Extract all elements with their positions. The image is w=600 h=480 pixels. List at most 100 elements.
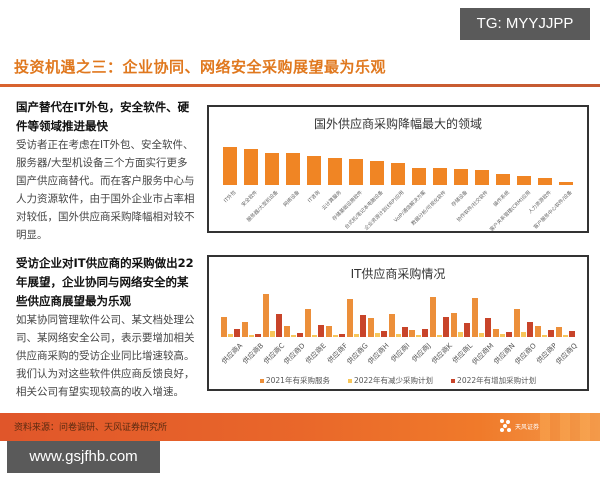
bar (521, 332, 527, 337)
bar (223, 147, 237, 185)
bar-group (262, 294, 282, 337)
bar (416, 335, 422, 337)
x-tick-label: 网络设备 (282, 189, 301, 209)
source-note: 资料来源：问卷调研、天风证券研究所 (14, 423, 168, 433)
x-axis-labels: 供应商A 供应商B 供应商C 供应商D 供应商E 供应商F 供应商G 供应商H 供应商I 供应商J… (220, 341, 580, 369)
legend-swatch-icon (259, 378, 264, 383)
x-tick-label: 供应商N (492, 341, 517, 366)
x-tick-label: 服务器/大型机设备 (246, 189, 280, 224)
x-tick-label: 供应商C (262, 341, 287, 366)
x-tick-label: 供应商L (451, 341, 475, 365)
bar (367, 318, 374, 337)
insight-heading-1: 国产替代在IT外包，安全软件、硬件等领域推进最快 (16, 100, 190, 133)
x-tick-label: IT外包 (223, 189, 238, 205)
x-tick-label: IT咨询 (307, 189, 322, 205)
bar (496, 174, 510, 185)
bar (370, 161, 384, 185)
x-tick-label: 供应商P (534, 341, 559, 366)
bar (527, 322, 534, 337)
bar (325, 326, 332, 337)
bar-group (451, 313, 471, 337)
x-tick-label: 供应商I (389, 341, 412, 364)
bar (493, 329, 500, 337)
x-tick-label: 供应商K (429, 341, 454, 366)
bar (506, 332, 513, 337)
bar (269, 331, 275, 337)
x-tick-label: 供应商B (241, 341, 266, 366)
chart-legend: 2021年有采购服务 2022年有减少采购计划 2022年有增加采购计划 (209, 375, 587, 386)
legend-item: 2021年有采购服务 (259, 375, 330, 386)
bar (548, 330, 555, 337)
bar (559, 182, 573, 185)
legend-swatch-icon (451, 378, 456, 383)
bar (479, 333, 485, 337)
x-tick-label: 供应商O (513, 341, 538, 367)
x-tick-label: 供应商D (282, 341, 308, 367)
bar (451, 313, 458, 337)
tg-watermark: TG: MYYJJPP (460, 8, 590, 40)
insight-body-1: 受访者正在考虑在IT外包、安全软件、服务器/大型机设备三个方面实行更多国产供应商… (16, 139, 195, 241)
x-tick-label: 供应商E (304, 341, 329, 366)
bar-group (367, 318, 387, 337)
bar (437, 335, 443, 337)
bar (430, 297, 437, 337)
bar (254, 334, 261, 337)
bar (328, 158, 342, 185)
bar (353, 334, 359, 337)
x-tick-label: 协作软件/社交软件 (456, 189, 490, 224)
bar (443, 317, 450, 337)
left-column: 国产替代在IT外包，安全软件、硬件等领域推进最快 受访者正在考虑在IT外包、安全… (16, 98, 196, 252)
insight-heading-2: 受访企业对IT供应商的采购做出22年展望，企业协同与网络安全的某些供应商展望最为… (16, 256, 194, 308)
x-tick-label: 数据分析/可视化软件 (410, 189, 448, 227)
bar (374, 333, 380, 337)
bar (234, 329, 240, 337)
legend-item: 2022年有增加采购计划 (451, 375, 536, 386)
bar (283, 326, 290, 337)
brand-logo: 天风证券 (500, 419, 539, 433)
bar-group (514, 309, 534, 337)
chart-title: 国外供应商采购降幅最大的领域 (313, 117, 482, 131)
bar (514, 309, 521, 337)
page-title: 投资机遇之三：企业协同、网络安全采购展望最为乐观 (14, 58, 387, 76)
bar (401, 327, 408, 337)
x-tick-label: 供应商H (366, 341, 391, 366)
bar (500, 334, 506, 337)
bar (221, 317, 227, 337)
bar (517, 176, 531, 185)
bar (346, 299, 353, 337)
x-axis-labels: IT外包 安全软件 服务器/大型机设备 网络设备 IT咨询 云计算服务 存储基础设施软件 台式… (219, 189, 577, 233)
x-tick-label: 供应商J (410, 341, 433, 364)
bar (458, 332, 464, 337)
bar-group (221, 317, 240, 337)
bar (262, 294, 269, 337)
logo-flower-icon (500, 419, 512, 433)
bar (248, 335, 254, 337)
bar (349, 159, 363, 185)
bar (569, 331, 575, 337)
bar-group (472, 298, 492, 337)
bar (296, 333, 303, 337)
bar (412, 168, 426, 185)
bar (228, 334, 233, 337)
legend-swatch-icon (347, 378, 352, 383)
bar (563, 335, 568, 337)
x-tick-label: 客户服务中心软件/设备 (533, 189, 574, 231)
bar (475, 170, 489, 185)
chart-it-supplier-purchase: IT供应商采购情况 供应商A 供应商B 供应商C 供应商D 供应商E 供应商F 供应商G 供应… (207, 255, 589, 391)
bar-area (219, 137, 577, 185)
insight-block-1: 国产替代在IT外包，安全软件、硬件等领域推进最快 受访者正在考虑在IT外包、安全… (16, 98, 196, 244)
insight-block-2: 受访企业对IT供应商的采购做出22年展望，企业协同与网络安全的某些供应商展望最为… (16, 254, 196, 401)
bar (317, 325, 324, 337)
bar (535, 326, 542, 337)
bar (307, 156, 321, 185)
bar (241, 322, 248, 337)
bar (332, 335, 338, 337)
insight-body-2: 如某协同管理软件公司、某文档处理公司、某网络安全公司，表示要增加相关供应商采购的… (16, 314, 195, 398)
url-watermark: www.gsjfhb.com (7, 441, 160, 473)
bar-group (409, 329, 429, 337)
x-tick-label: 供应商Q (554, 341, 580, 367)
bar (485, 318, 492, 337)
logo-text: 天风证券 (515, 423, 540, 431)
bar (472, 298, 479, 337)
bar (388, 314, 395, 337)
